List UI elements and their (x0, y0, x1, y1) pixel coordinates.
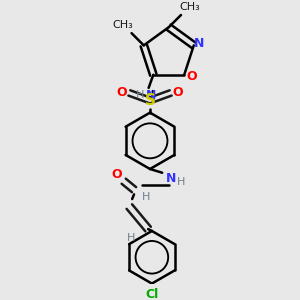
Text: O: O (186, 70, 197, 83)
Text: N: N (166, 172, 176, 185)
Text: H: H (127, 233, 135, 244)
Text: H: H (142, 192, 150, 202)
Text: S: S (145, 93, 155, 108)
Text: H: H (177, 177, 185, 187)
Text: H: H (136, 90, 144, 100)
Text: Cl: Cl (145, 288, 158, 300)
Text: O: O (173, 86, 184, 99)
Text: N: N (194, 37, 205, 50)
Text: O: O (111, 168, 122, 181)
Text: N: N (146, 89, 157, 102)
Text: CH₃: CH₃ (113, 20, 134, 30)
Text: CH₃: CH₃ (179, 2, 200, 11)
Text: O: O (116, 86, 127, 99)
